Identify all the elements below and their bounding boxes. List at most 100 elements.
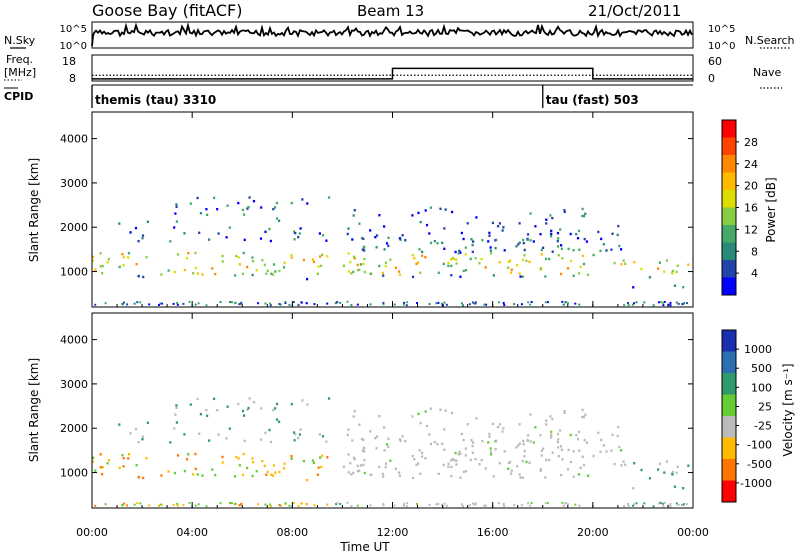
echo-cell xyxy=(99,252,102,255)
echo-cell xyxy=(246,207,249,210)
echo-cell xyxy=(640,468,643,472)
echo-cell xyxy=(488,432,491,436)
colorbar-tick-label: -100 xyxy=(747,439,772,452)
echo-cell xyxy=(677,503,680,506)
echo-cell xyxy=(503,304,506,306)
cpid-panel: CPID themis (tau) 3310 tau (fast) 503 xyxy=(4,84,693,108)
echo-cell xyxy=(288,303,291,306)
echo-cell xyxy=(510,268,513,271)
echo-cell xyxy=(350,473,353,476)
echo-cell xyxy=(657,267,660,270)
echo-cell xyxy=(347,270,350,273)
echo-cell xyxy=(455,459,458,462)
echo-cell xyxy=(387,236,390,239)
echo-cell xyxy=(527,502,530,505)
echo-cell xyxy=(297,304,300,307)
echo-cell xyxy=(510,472,513,475)
echo-cell xyxy=(490,453,493,456)
echo-cell xyxy=(172,302,175,305)
echo-cell xyxy=(451,210,454,214)
echo-cell xyxy=(237,402,240,406)
echo-cell xyxy=(534,225,537,228)
colorbar-tick-label: 8 xyxy=(751,245,758,258)
echo-cell xyxy=(529,303,532,306)
echo-cell xyxy=(627,302,629,304)
echo-cell xyxy=(362,463,365,467)
echo-cell xyxy=(363,450,366,453)
echo-cell xyxy=(234,274,237,277)
echo-cell xyxy=(675,471,678,475)
echo-cell xyxy=(617,425,620,429)
echo-cell xyxy=(127,252,131,255)
echo-cell xyxy=(462,470,465,474)
echo-cell xyxy=(675,270,678,274)
echo-cell xyxy=(473,302,476,305)
echo-cell xyxy=(450,258,453,261)
echo-cell xyxy=(563,210,566,214)
echo-cell xyxy=(669,505,672,508)
freq-tick-bottom: 8 xyxy=(69,72,76,85)
echo-cell xyxy=(175,205,178,208)
echo-cell xyxy=(393,504,396,507)
echo-cell xyxy=(578,248,581,251)
echo-cell xyxy=(321,454,324,457)
echo-cell xyxy=(122,465,125,468)
echo-cell xyxy=(682,302,685,305)
echo-cell xyxy=(521,258,524,262)
echo-cell xyxy=(575,233,578,236)
echo-cell xyxy=(221,260,224,263)
echo-cell xyxy=(564,301,567,304)
echo-cell xyxy=(597,230,600,234)
echo-cell xyxy=(313,504,316,507)
echo-cell xyxy=(199,413,202,416)
echo-cell xyxy=(252,260,255,263)
echo-cell xyxy=(627,505,630,508)
echo-cell xyxy=(643,301,646,304)
x-tick-label: 00:00 xyxy=(76,526,108,539)
echo-cell xyxy=(183,268,186,272)
echo-cell xyxy=(358,423,361,426)
colorbar-tick-label: 28 xyxy=(744,136,758,149)
echo-cell xyxy=(494,448,497,451)
echo-cell xyxy=(234,475,237,478)
y-tick-label: 4000 xyxy=(60,133,88,146)
echo-cell xyxy=(416,503,418,505)
echo-cell xyxy=(194,251,197,255)
echo-cell xyxy=(213,397,216,401)
echo-cell xyxy=(648,276,651,279)
echo-cell xyxy=(325,239,328,242)
echo-cell xyxy=(676,465,679,468)
echo-cell xyxy=(205,409,208,412)
echo-cell xyxy=(488,231,491,235)
echo-cell xyxy=(122,256,125,259)
echo-cell xyxy=(658,261,661,264)
echo-cell xyxy=(428,303,431,305)
echo-cell xyxy=(275,402,279,406)
echo-cell xyxy=(436,443,439,446)
echo-cell xyxy=(502,302,505,304)
echo-cell xyxy=(507,461,511,464)
echo-cell xyxy=(466,423,469,426)
echo-cell xyxy=(94,469,97,472)
echo-cell xyxy=(378,465,381,469)
echo-cell xyxy=(158,505,160,507)
echo-cell xyxy=(101,265,104,268)
echo-cell xyxy=(519,275,522,278)
echo-cell xyxy=(300,301,303,304)
echo-cell xyxy=(620,449,623,452)
noise-left-label: N.Sky xyxy=(4,34,36,47)
echo-cell xyxy=(326,302,329,305)
y-tick-label: 3000 xyxy=(60,177,88,190)
echo-cell xyxy=(260,206,263,209)
echo-cell xyxy=(183,232,186,235)
echo-cell xyxy=(611,433,614,436)
echo-cell xyxy=(518,473,521,476)
echo-cell xyxy=(592,454,595,458)
echo-cell xyxy=(550,436,553,439)
echo-cell xyxy=(613,462,616,466)
echo-cell xyxy=(605,249,608,252)
colorbar-swatch xyxy=(722,437,736,460)
echo-cell xyxy=(261,460,264,463)
echo-cell xyxy=(437,502,440,505)
echo-cell xyxy=(353,257,356,260)
